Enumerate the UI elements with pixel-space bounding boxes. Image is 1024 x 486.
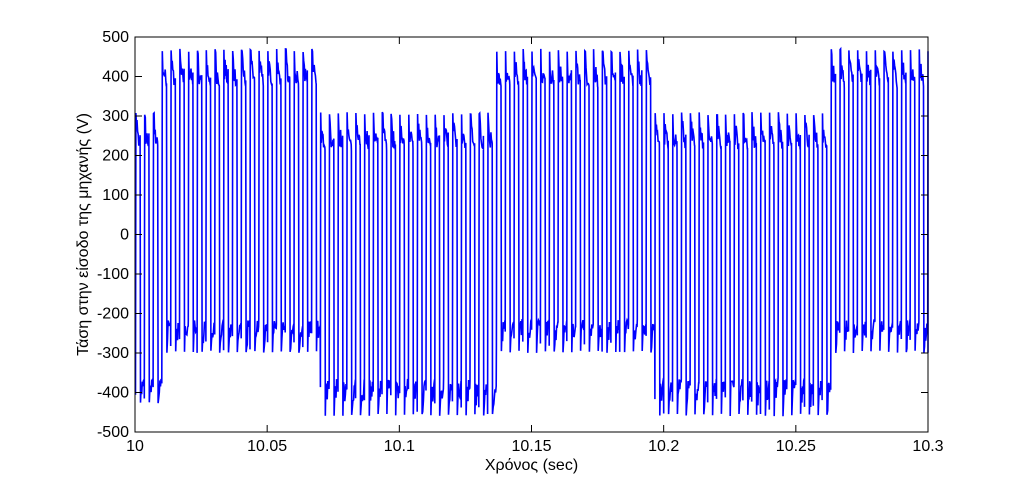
x-tick-label: 10.1 xyxy=(384,438,415,455)
axes: 10 10.05 10.1 10.15 10.2 10.25 10.3 -500 -400 -30… xyxy=(97,29,944,455)
y-tick-label: 400 xyxy=(102,69,129,86)
x-tick-label: 10.3 xyxy=(912,438,943,455)
y-tick-label: -400 xyxy=(97,385,129,402)
y-tick-label: 100 xyxy=(102,187,129,204)
x-tick-label: 10.2 xyxy=(648,438,679,455)
x-tick-label: 10 xyxy=(126,438,144,455)
series-group xyxy=(134,46,929,417)
y-tick-label: -200 xyxy=(97,306,129,323)
y-tick-label: 300 xyxy=(102,108,129,125)
y-tick-label: 500 xyxy=(102,29,129,46)
y-tick-label: 200 xyxy=(102,148,129,165)
series-line xyxy=(134,46,929,417)
y-tick-label: -100 xyxy=(97,266,129,283)
y-tick-label: -500 xyxy=(97,424,129,441)
x-tick-label: 10.05 xyxy=(247,438,287,455)
y-axis-label: Τάση στην είσοδο της μηχανής (V) xyxy=(75,113,92,356)
y-tick-label: -300 xyxy=(97,345,129,362)
x-tick-label: 10.25 xyxy=(776,438,816,455)
y-tick-label: 0 xyxy=(120,227,129,244)
x-tick-label: 10.15 xyxy=(511,438,551,455)
x-axis-label: Χρόνος (sec) xyxy=(485,457,578,474)
